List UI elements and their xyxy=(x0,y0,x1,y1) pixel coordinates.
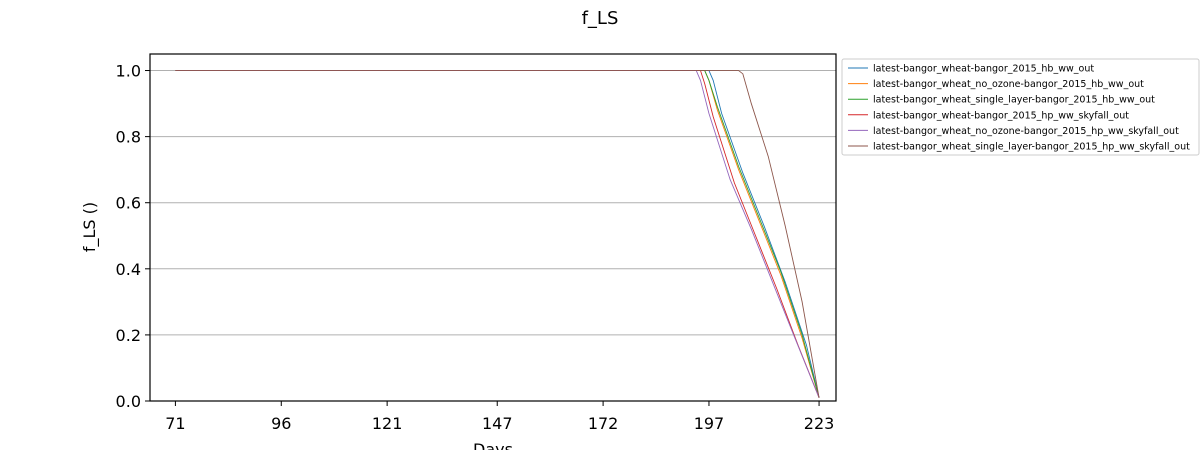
chart-title: f_LS xyxy=(582,8,619,29)
legend-label-4: latest-bangor_wheat-bangor_2015_hp_ww_sk… xyxy=(873,110,1129,121)
x-tick-label: 71 xyxy=(165,414,185,433)
series-lines xyxy=(175,70,820,398)
grid-lines xyxy=(150,70,836,402)
legend-label-2: latest-bangor_wheat_no_ozone-bangor_2015… xyxy=(873,79,1144,90)
legend-label-3: latest-bangor_wheat_single_layer-bangor_… xyxy=(873,95,1155,106)
legend-label-5: latest-bangor_wheat_no_ozone-bangor_2015… xyxy=(873,126,1179,137)
y-axis-ticks: 0.0 0.2 0.4 0.6 0.8 1.0 xyxy=(116,62,150,411)
x-tick-label: 96 xyxy=(271,414,291,433)
legend-label-6: latest-bangor_wheat_single_layer-bangor_… xyxy=(873,142,1190,153)
y-tick-label: 0.4 xyxy=(116,260,141,279)
x-tick-label: 147 xyxy=(482,414,513,433)
legend-label-1: latest-bangor_wheat-bangor_2015_hb_ww_ou… xyxy=(873,64,1094,75)
series-line-6 xyxy=(175,70,820,398)
x-axis-label: Days xyxy=(473,440,513,450)
x-tick-label: 121 xyxy=(372,414,403,433)
plot-area-frame xyxy=(149,53,837,402)
x-tick-label: 197 xyxy=(694,414,725,433)
y-tick-label: 0.0 xyxy=(116,392,141,411)
series-line-4 xyxy=(175,70,820,398)
y-tick-label: 1.0 xyxy=(116,62,141,81)
y-tick-label: 0.8 xyxy=(116,128,141,147)
legend-frame xyxy=(841,58,1200,156)
x-tick-label: 172 xyxy=(588,414,619,433)
series-line-2 xyxy=(175,70,820,398)
y-axis-label: f_LS () xyxy=(80,202,100,252)
legend: latest-bangor_wheat-bangor_2015_hb_ww_ou… xyxy=(841,58,1200,156)
x-axis-ticks: 71 96 121 147 172 197 223 xyxy=(165,401,834,433)
series-line-5 xyxy=(175,70,820,398)
y-tick-label: 0.2 xyxy=(116,326,141,345)
y-tick-label: 0.6 xyxy=(116,194,141,213)
series-line-1 xyxy=(175,70,820,398)
series-line-3 xyxy=(175,70,820,398)
x-tick-label: 223 xyxy=(804,414,835,433)
